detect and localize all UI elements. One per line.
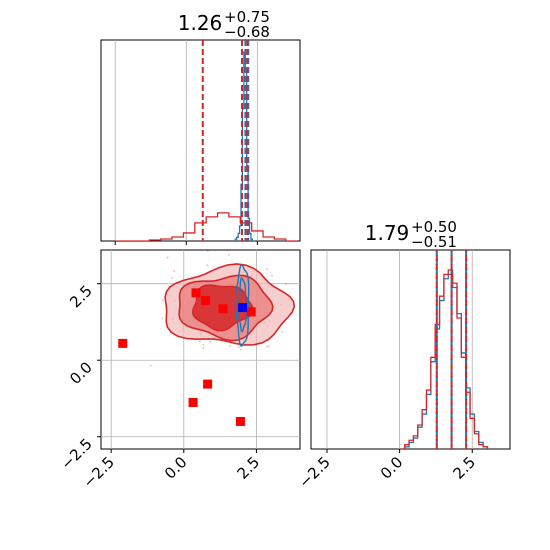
sample-point <box>266 268 269 271</box>
marginal-histogram-param1: 1.26 +0.75 −0.68 <box>100 8 301 245</box>
histogram-series <box>400 269 489 449</box>
x-tick-label: 2.5 <box>449 453 479 483</box>
sample-point <box>202 343 205 346</box>
histogram-step-line <box>233 51 254 241</box>
histogram-step-line <box>115 212 298 241</box>
red-square-marker <box>203 379 213 389</box>
sample-point <box>161 299 164 302</box>
grid-lines <box>114 40 258 241</box>
y-tick-label: 0.0 <box>66 358 96 388</box>
panel-title-param1: 1.26 <box>178 11 223 35</box>
sample-point <box>271 274 273 277</box>
sample-point <box>239 348 242 351</box>
red-square-marker <box>188 397 198 407</box>
sample-point <box>237 346 240 348</box>
sample-point <box>199 340 201 343</box>
sample-point <box>268 345 270 347</box>
red-square-marker <box>235 416 245 426</box>
x-tick-label: 0.0 <box>161 453 191 483</box>
panel-title-param2-lower: −0.51 <box>411 233 457 251</box>
sample-point <box>149 364 152 367</box>
red-square-marker <box>218 304 228 314</box>
y-tick-label: 2.5 <box>66 282 96 312</box>
x-ticks: −2.5 0.0 2.5 <box>295 449 479 492</box>
markers <box>118 288 256 426</box>
red-square-marker <box>118 338 128 348</box>
blue-contour-level <box>234 263 250 347</box>
x-tick-label: 0.0 <box>377 453 407 483</box>
histogram-step-line <box>400 269 489 449</box>
y-ticks: −2.50.02.5 <box>57 282 101 473</box>
marginal-histogram-param2: −2.5 0.0 2.5 1.79 +0.50 −0.51 <box>295 218 511 492</box>
sample-point <box>161 317 163 320</box>
sample-point <box>266 345 268 348</box>
quantile-lines <box>435 250 468 449</box>
sample-point <box>229 345 231 347</box>
plot-area <box>310 249 511 450</box>
x-tick-label: −2.5 <box>80 453 118 491</box>
red-square-marker <box>191 288 201 298</box>
plot-area <box>100 39 301 242</box>
red-square-marker <box>246 307 256 317</box>
sample-point <box>285 283 287 285</box>
x-ticks: −2.5 0.0 2.5 <box>80 449 264 492</box>
sample-point <box>173 270 176 272</box>
panel-title-param2: 1.79 <box>365 221 410 245</box>
x-tick-label: −2.5 <box>295 453 333 491</box>
quantile-lines <box>201 40 250 241</box>
sample-point <box>227 253 230 256</box>
x-ticks <box>114 241 258 245</box>
sample-point <box>202 347 205 350</box>
sample-point <box>206 250 209 252</box>
histogram-series <box>115 51 298 241</box>
joint-density-panel: −2.5 0.0 2.5 −2.5 0.0 2.5 <box>57 249 301 492</box>
blue-square-marker <box>237 303 247 313</box>
panel-title-param2-upper: +0.50 <box>411 218 457 236</box>
sample-point <box>171 276 174 279</box>
x-tick-label: 2.5 <box>234 453 264 483</box>
panel-title-param1-upper: +0.75 <box>224 8 270 26</box>
grid-lines <box>326 250 473 449</box>
sample-point <box>281 330 284 333</box>
sample-point <box>206 264 209 267</box>
red-square-marker <box>201 296 211 306</box>
sample-point <box>209 340 212 343</box>
sample-point <box>166 256 169 259</box>
panel-title-param1-lower: −0.68 <box>224 23 270 41</box>
